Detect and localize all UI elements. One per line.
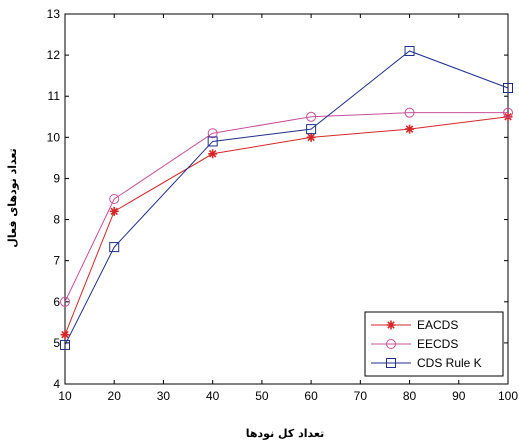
data-point bbox=[109, 206, 119, 216]
data-point bbox=[60, 330, 70, 340]
y-tick-label: 10 bbox=[47, 130, 61, 144]
series-layer bbox=[60, 46, 513, 350]
x-axis-label: تعداد کل نودها bbox=[246, 427, 324, 440]
data-point bbox=[503, 107, 513, 118]
legend-item: CDS Rule K bbox=[371, 356, 482, 370]
x-tick-label: 70 bbox=[354, 389, 368, 403]
y-tick-label: 8 bbox=[53, 213, 60, 227]
data-point bbox=[207, 128, 218, 139]
series-cds-rule-k bbox=[60, 46, 513, 350]
x-tick-label: 10 bbox=[58, 389, 72, 403]
legend-label: EACDS bbox=[417, 318, 458, 332]
data-point bbox=[404, 46, 415, 56]
y-tick-label: 4 bbox=[53, 377, 60, 391]
plot-border bbox=[64, 13, 509, 385]
legend-label: CDS Rule K bbox=[417, 356, 482, 370]
x-tick-label: 50 bbox=[255, 389, 269, 403]
legend-item: EECDS bbox=[371, 337, 458, 351]
legend-marker bbox=[386, 339, 396, 349]
y-tick-label: 11 bbox=[48, 89, 61, 103]
plot-area bbox=[64, 13, 509, 385]
x-tick-label: 100 bbox=[498, 389, 518, 403]
y-tick-label: 5 bbox=[53, 336, 60, 350]
y-tick-label: 12 bbox=[47, 48, 61, 62]
x-tick-label: 80 bbox=[403, 389, 417, 403]
series-eacds bbox=[60, 112, 513, 340]
legend-marker bbox=[386, 320, 396, 330]
data-point bbox=[405, 124, 415, 134]
series-line bbox=[64, 50, 509, 346]
data-point bbox=[60, 296, 70, 307]
series-line bbox=[64, 116, 509, 335]
data-point bbox=[60, 339, 70, 350]
y-tick-label: 7 bbox=[53, 254, 60, 268]
y-axis-label: تعداد نودهای فعال bbox=[6, 148, 19, 247]
data-point bbox=[306, 124, 317, 135]
axis-ticks: 10 20 30 40 50 60 70 80 90 100 4 5 6 7 8 9 10 11 12 13 bbox=[47, 7, 519, 403]
x-tick-label: 20 bbox=[108, 389, 122, 403]
data-point bbox=[404, 107, 415, 118]
x-tick-label: 90 bbox=[452, 389, 466, 403]
legend-label: EECDS bbox=[417, 337, 458, 351]
data-point bbox=[503, 83, 513, 93]
data-point bbox=[306, 111, 317, 122]
legend-marker bbox=[386, 358, 396, 368]
y-tick-label: 13 bbox=[47, 7, 61, 21]
data-point bbox=[208, 149, 218, 159]
series-eecds bbox=[60, 107, 513, 307]
x-tick-label: 40 bbox=[206, 389, 220, 403]
data-point bbox=[207, 136, 218, 147]
x-tick-label: 60 bbox=[304, 389, 318, 403]
y-tick-label: 6 bbox=[53, 295, 60, 309]
series-line bbox=[64, 112, 508, 302]
x-tick-label: 30 bbox=[157, 389, 171, 403]
data-point bbox=[109, 242, 120, 253]
legend-item: EACDS bbox=[371, 318, 458, 332]
y-tick-label: 9 bbox=[53, 171, 60, 185]
legend: EACDS EECDS CDS Rule K bbox=[364, 311, 504, 377]
data-point bbox=[306, 132, 316, 142]
data-point bbox=[109, 194, 120, 204]
